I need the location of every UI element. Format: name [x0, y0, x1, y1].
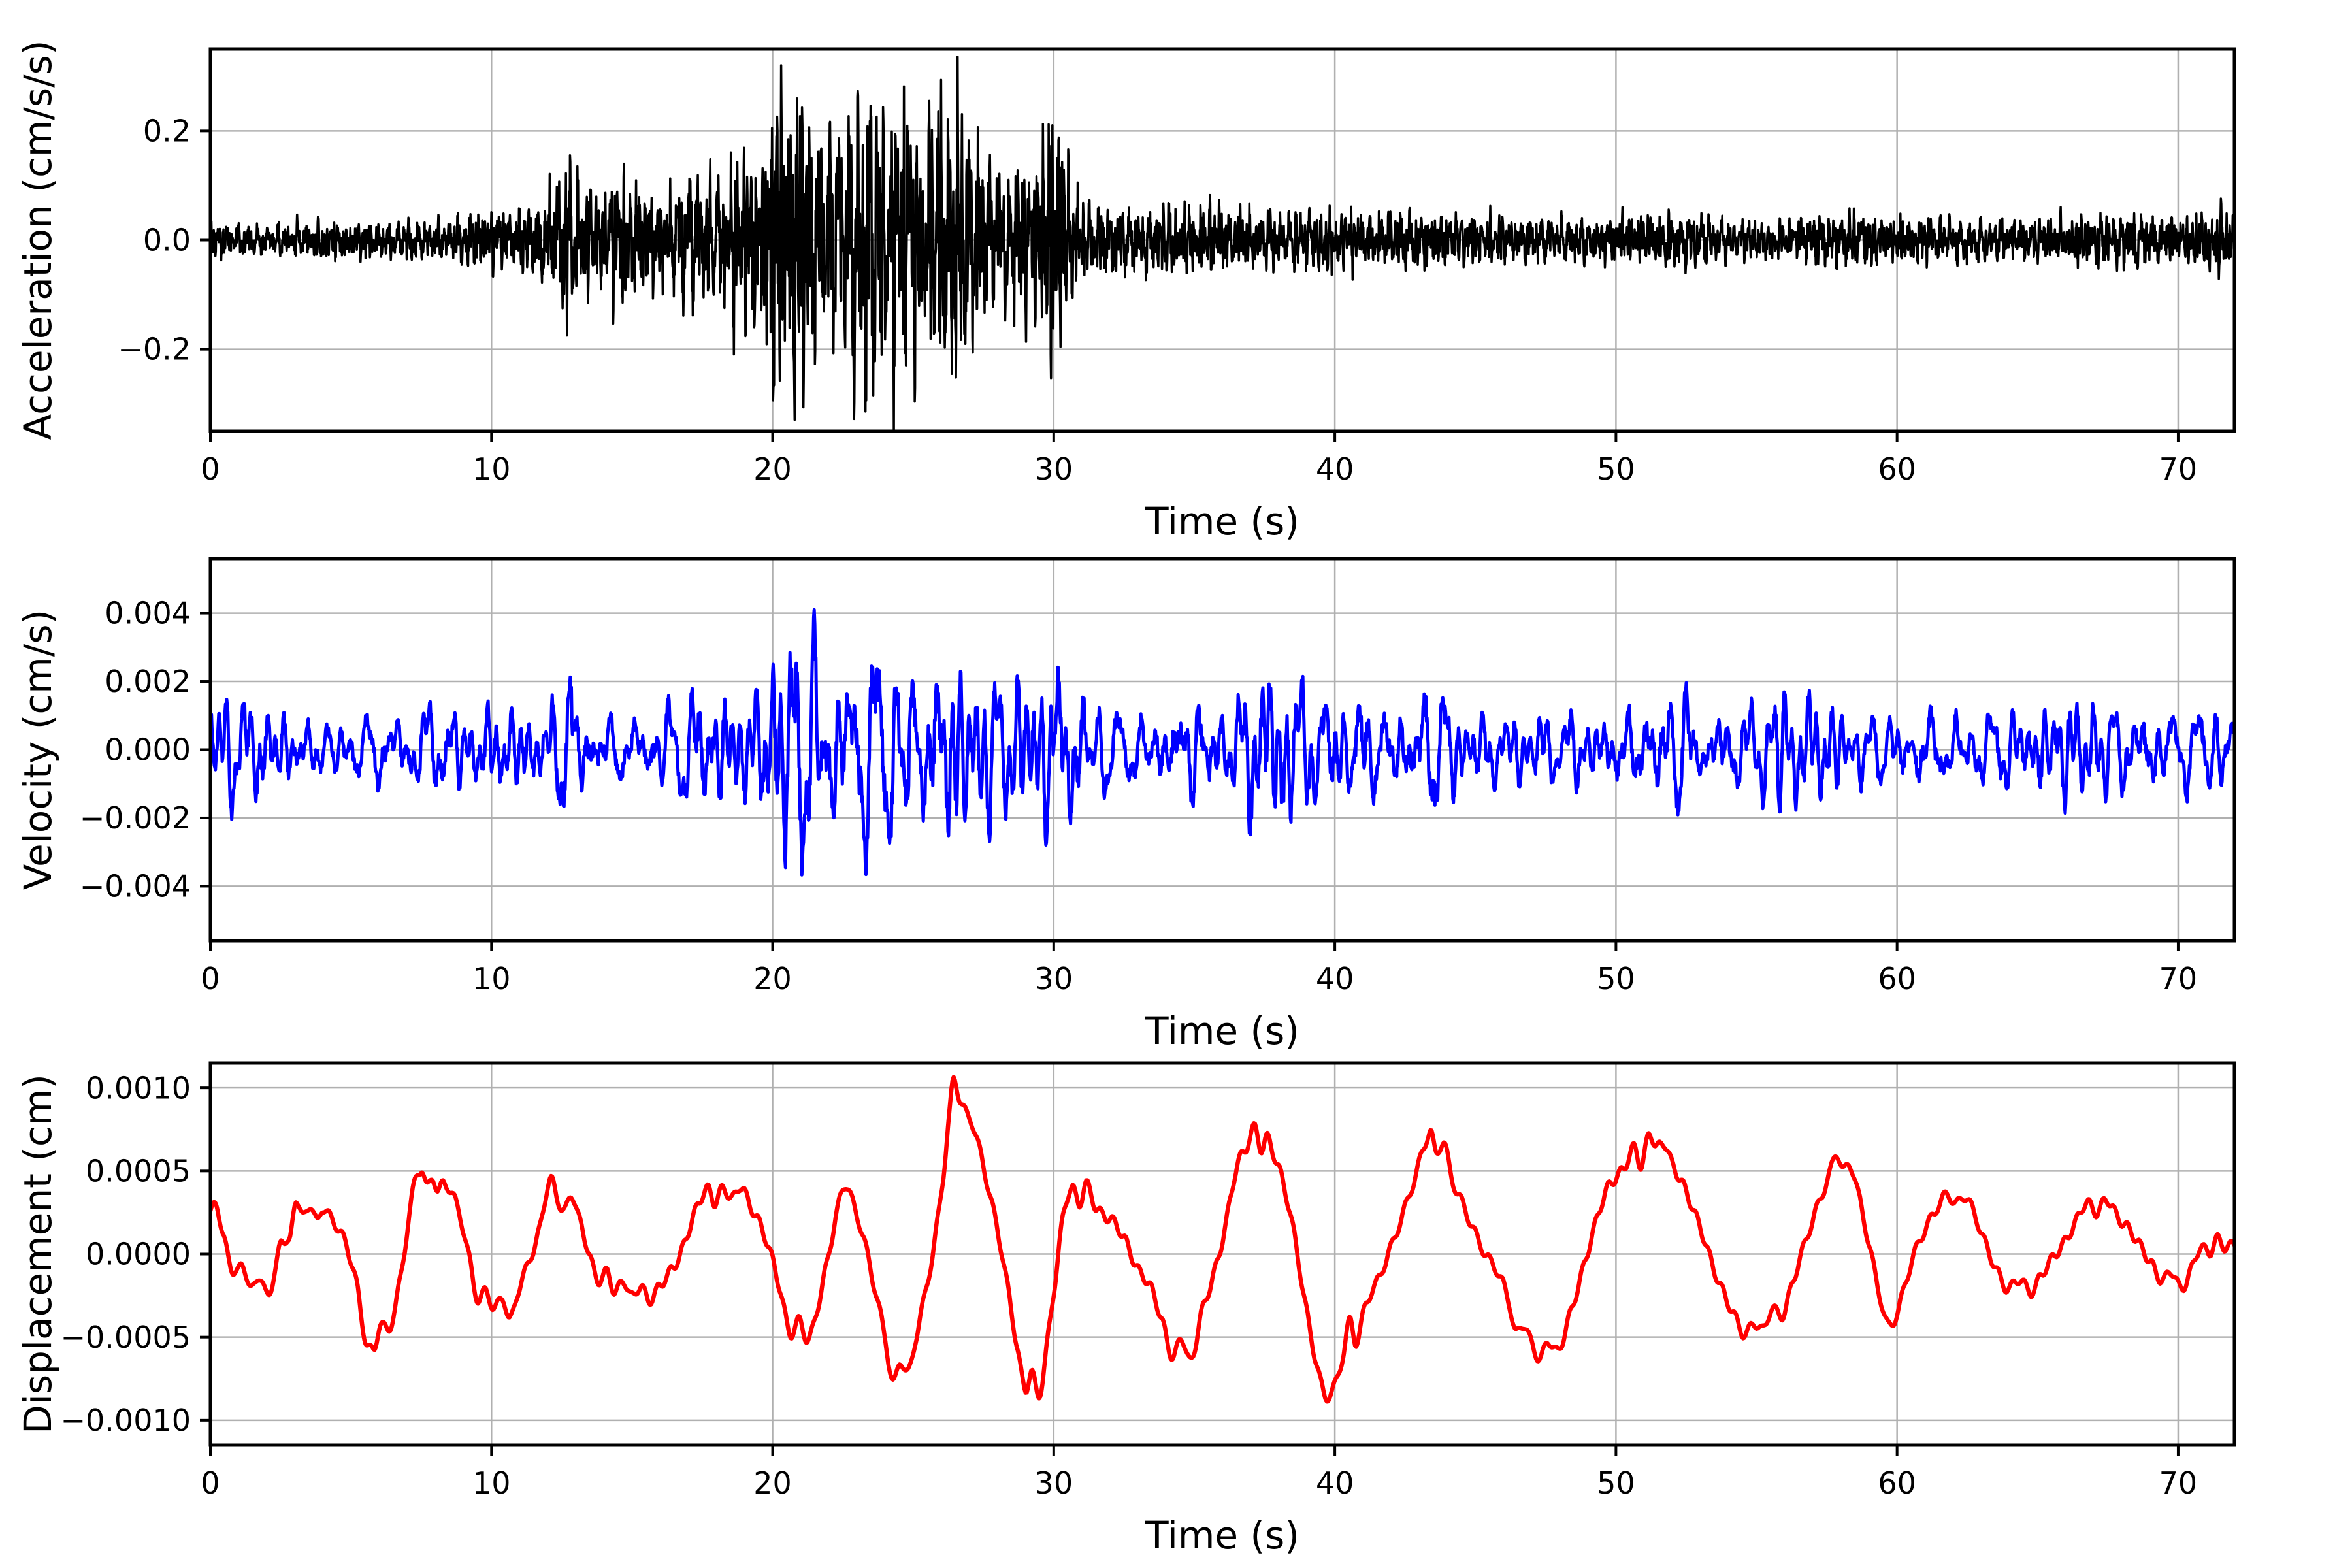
xtick-label-velocity-2: 20: [753, 961, 792, 996]
xtick-label-displacement-2: 20: [753, 1465, 792, 1501]
xtick-label-velocity-7: 70: [2159, 961, 2198, 996]
grid-displacement: [210, 1063, 2234, 1445]
ytick-label-acceleration-0: 0.2: [143, 113, 191, 148]
ytick-label-acceleration-2: −0.2: [118, 332, 191, 367]
ytick-label-displacement-4: −0.0010: [61, 1403, 191, 1438]
ytick-label-displacement-3: −0.0005: [61, 1320, 191, 1355]
ytick-label-velocity-1: 0.002: [105, 664, 191, 699]
xtick-label-displacement-7: 70: [2159, 1465, 2198, 1501]
xtick-label-acceleration-1: 10: [472, 451, 511, 487]
xtick-label-acceleration-3: 30: [1035, 451, 1073, 487]
panel-displacement: 0 10 20 30 40 50 60 70 0.0010 0.0005 0.0000 −0.0005…: [16, 1061, 2236, 1558]
xtick-label-displacement-6: 60: [1878, 1465, 1916, 1501]
xtick-label-acceleration-0: 0: [201, 451, 220, 487]
ticks-acceleration: [200, 129, 2180, 442]
xlabel-displacement: Time (s): [1145, 1513, 1299, 1558]
ytick-label-acceleration-1: 0.0: [143, 223, 191, 258]
xtick-label-velocity-1: 10: [472, 961, 511, 996]
xtick-label-displacement-4: 40: [1316, 1465, 1354, 1501]
xtick-label-velocity-0: 0: [201, 961, 220, 996]
xtick-label-velocity-3: 30: [1035, 961, 1073, 996]
velocity-trace: [210, 608, 2234, 877]
xtick-label-velocity-6: 60: [1878, 961, 1916, 996]
acceleration-trace: [210, 56, 2234, 431]
ytick-label-displacement-0: 0.0010: [86, 1070, 191, 1105]
xtick-label-velocity-5: 50: [1597, 961, 1635, 996]
xlabel-velocity: Time (s): [1145, 1009, 1299, 1053]
ytick-label-velocity-4: −0.004: [80, 869, 191, 904]
xtick-label-acceleration-7: 70: [2159, 451, 2198, 487]
xtick-label-acceleration-2: 20: [753, 451, 792, 487]
xtick-label-displacement-5: 50: [1597, 1465, 1635, 1501]
ytick-label-velocity-0: 0.004: [105, 596, 191, 631]
ticks-displacement: [200, 1086, 2180, 1456]
panel-acceleration: 0 10 20 30 40 50 60 70 0.2 0.0 −0.2 Time (s) Acceler…: [16, 40, 2236, 544]
xtick-label-velocity-4: 40: [1316, 961, 1354, 996]
xtick-label-acceleration-4: 40: [1316, 451, 1354, 487]
xtick-label-displacement-3: 30: [1035, 1465, 1073, 1501]
ylabel-velocity: Velocity (cm/s): [16, 610, 60, 890]
ylabel-displacement: Displacement (cm): [16, 1074, 60, 1434]
xtick-label-displacement-0: 0: [201, 1465, 220, 1501]
ticks-velocity: [200, 612, 2180, 951]
ytick-label-velocity-2: 0.000: [105, 732, 191, 768]
xtick-label-acceleration-5: 50: [1597, 451, 1635, 487]
xtick-label-displacement-1: 10: [472, 1465, 511, 1501]
displacement-trace: [210, 1075, 2234, 1404]
ylabel-acceleration: Acceleration (cm/s/s): [16, 40, 60, 440]
ytick-label-displacement-1: 0.0005: [86, 1153, 191, 1188]
ytick-label-displacement-2: 0.0000: [86, 1237, 191, 1272]
ytick-label-velocity-3: −0.002: [80, 800, 191, 836]
panel-velocity: 0 10 20 30 40 50 60 70 0.004 0.002 0.000 −0.002 −0.0…: [16, 557, 2236, 1053]
xlabel-acceleration: Time (s): [1145, 499, 1299, 544]
xtick-label-acceleration-6: 60: [1878, 451, 1916, 487]
